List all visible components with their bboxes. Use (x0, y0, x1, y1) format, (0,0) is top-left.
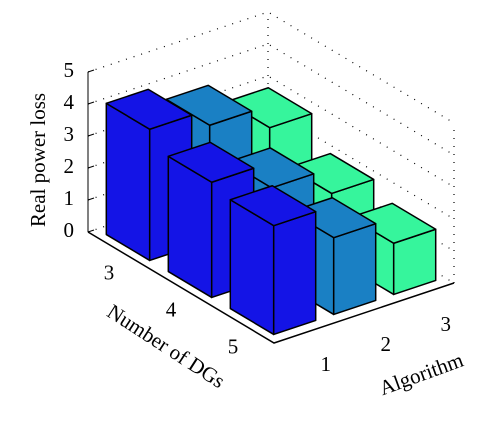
x-tick-label: 4 (166, 297, 177, 321)
z-axis-label: Real power loss (26, 93, 50, 227)
z-tick (87, 229, 95, 233)
y-tick-label: 3 (440, 312, 451, 336)
z-tick (87, 101, 95, 105)
z-tick-label: 0 (64, 218, 75, 242)
bar-top-face (167, 141, 255, 183)
bar-top-face (289, 197, 377, 239)
bar-top-face (227, 147, 315, 189)
x-tick-label: 5 (228, 334, 239, 358)
y-tick-label: 1 (320, 352, 331, 376)
x-tick-label: 3 (104, 260, 115, 284)
z-tick-label: 3 (64, 122, 75, 146)
ground-axes (87, 231, 455, 344)
bar-top-face (165, 84, 253, 126)
z-tick (87, 69, 95, 73)
z-tick (87, 197, 95, 201)
z-tick (87, 133, 95, 137)
bar-top-face (105, 88, 193, 130)
bar-top-face (287, 152, 375, 195)
bar-top-face (229, 185, 317, 227)
bar (229, 185, 317, 336)
z-tick (87, 165, 95, 169)
z-tick-label: 2 (64, 154, 75, 178)
bar-top-face (225, 87, 313, 129)
bar-top-face (349, 202, 437, 244)
z-tick-label: 1 (64, 186, 75, 210)
bar-front-face (332, 222, 377, 316)
bar-left-face (105, 102, 151, 262)
z-tick-label: 5 (64, 58, 75, 82)
z-tick-label: 4 (64, 90, 75, 114)
bar-front-face (272, 210, 317, 336)
y-tick-label: 2 (380, 332, 391, 356)
